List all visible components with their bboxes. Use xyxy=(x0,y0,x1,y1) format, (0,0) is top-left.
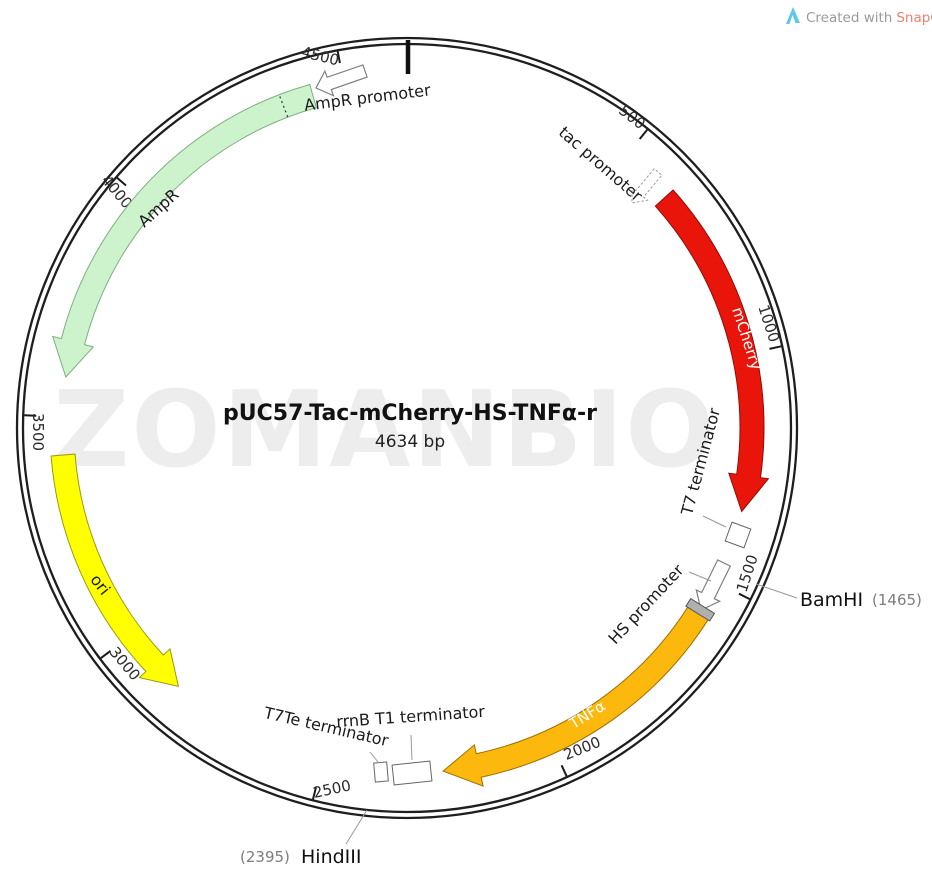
tnfa-start-gray-box xyxy=(685,597,716,622)
t7-terminator-leader xyxy=(702,515,727,528)
ampr-signal-divider xyxy=(278,94,289,118)
rrnb-t1-terminator-leader xyxy=(410,734,413,761)
tick-marks xyxy=(24,51,782,800)
bamhi-name: BamHI xyxy=(800,589,863,611)
tick-2500 xyxy=(312,787,317,800)
snapgene-credit: Created withSnapGene® xyxy=(786,7,932,26)
bamhi-leader xyxy=(755,583,798,599)
snapgene-logo-icon xyxy=(786,7,800,24)
hindiii-position: (2395) xyxy=(240,848,290,866)
credit-created-with: Created with xyxy=(806,10,892,26)
tick-1000 xyxy=(769,345,782,350)
tick-4500 xyxy=(336,51,341,64)
tick-4000 xyxy=(116,176,127,187)
rrnb-t1-terminator-box xyxy=(391,760,433,786)
tac-promoter-arrow-icon xyxy=(631,168,663,204)
plasmid-name: pUC57-Tac-mCherry-HS-TNFα-r xyxy=(223,401,597,426)
enzyme-labels: BamHI (1465) (2395) HindIII xyxy=(240,589,922,868)
tick-label-500: 500 xyxy=(615,101,649,133)
tac-promoter-label: tac promoter xyxy=(555,122,646,205)
hs-promoter-arrow xyxy=(695,559,732,611)
feature-arc-tnfa xyxy=(442,603,711,787)
hindiii-name: HindIII xyxy=(301,846,361,868)
tick-label-3500: 3500 xyxy=(29,413,47,451)
feature-arc-mcherry xyxy=(654,189,770,513)
feature-arc-ori xyxy=(50,453,180,688)
tick-label-1500: 1500 xyxy=(733,553,762,595)
tick-label-4500: 4500 xyxy=(300,43,341,70)
bamhi-position: (1465) xyxy=(872,591,922,609)
backbone-outer-circle xyxy=(15,36,799,820)
tick-label-2500: 2500 xyxy=(311,776,352,802)
credit-text: Created withSnapGene® xyxy=(806,10,932,26)
tick-3000 xyxy=(100,650,112,659)
t7-terminator-box xyxy=(724,521,752,549)
t7te-terminator-box xyxy=(373,761,389,783)
watermark-text: ZOMANBIO xyxy=(53,369,716,491)
hindiii-leader xyxy=(345,809,368,845)
tick-2000 xyxy=(560,764,568,777)
tick-1500 xyxy=(738,592,751,600)
credit-gene: Gene xyxy=(930,10,932,26)
ampr-promoter-arrow xyxy=(315,64,368,97)
credit-snap: Snap xyxy=(896,10,930,26)
plasmid-size: 4634 bp xyxy=(375,432,445,452)
feature-arc-ampr xyxy=(51,83,317,378)
hs-promoter-leader xyxy=(688,571,712,582)
tick-500 xyxy=(638,129,648,140)
t7te-terminator-leader xyxy=(369,751,379,763)
